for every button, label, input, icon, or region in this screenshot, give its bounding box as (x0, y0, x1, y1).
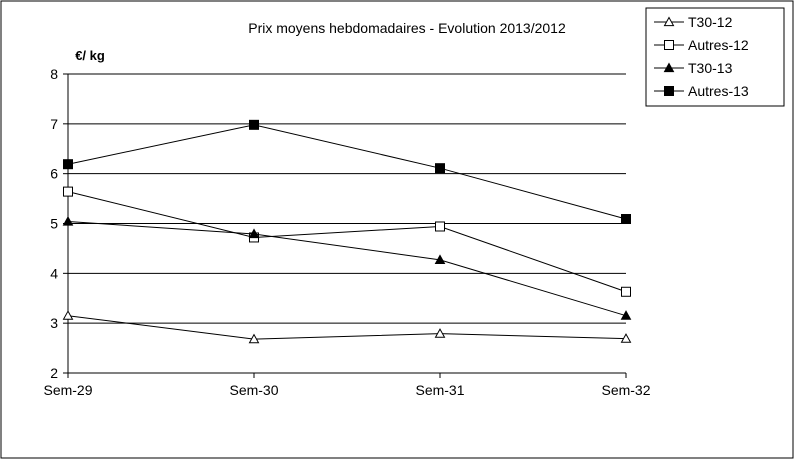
legend-label: Autres-13 (688, 83, 749, 99)
legend: T30-12 Autres-12 T30-13 Autres-13 (646, 8, 784, 106)
data-point-Autres-13 (250, 120, 259, 129)
data-point-Autres-13 (622, 215, 631, 224)
data-point-Autres-13 (64, 160, 73, 169)
y-tick-label: 5 (50, 216, 58, 232)
legend-marker-Autres-13 (665, 87, 674, 96)
y-tick-label: 7 (50, 116, 58, 132)
data-point-Autres-12 (64, 187, 73, 196)
data-point-Autres-13 (436, 164, 445, 173)
y-tick-label: 3 (50, 315, 58, 331)
y-tick-label: 6 (50, 166, 58, 182)
legend-label: Autres-12 (688, 37, 749, 53)
data-point-Autres-12 (622, 287, 631, 296)
y-tick-label: 4 (50, 265, 58, 281)
legend-label: T30-12 (688, 14, 733, 30)
legend-label: T30-13 (688, 60, 733, 76)
y-axis-label: €/ kg (75, 48, 105, 63)
x-tick-label: Sem-29 (43, 382, 92, 398)
x-tick-label: Sem-30 (229, 382, 278, 398)
x-tick-label: Sem-31 (415, 382, 464, 398)
y-tick-label: 8 (50, 66, 58, 82)
x-tick-label: Sem-32 (601, 382, 650, 398)
data-point-Autres-12 (436, 222, 445, 231)
legend-marker-Autres-12 (665, 41, 674, 50)
y-tick-label: 2 (50, 365, 58, 381)
chart-title: Prix moyens hebdomadaires - Evolution 20… (248, 20, 566, 36)
